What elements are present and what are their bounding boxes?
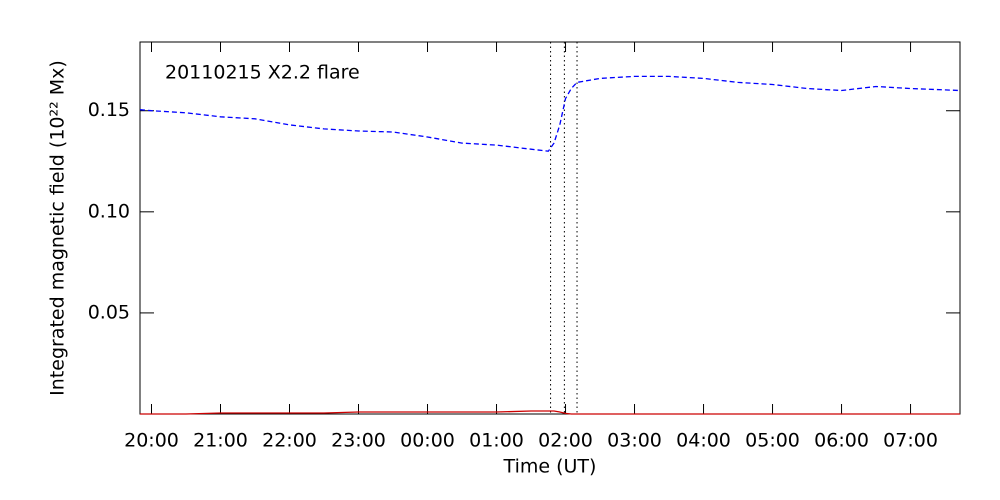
x-tick-label: 20:00 [124, 430, 179, 452]
x-tick-label: 01:00 [469, 430, 524, 452]
x-tick-label: 23:00 [331, 430, 386, 452]
y-tick-label: 0.05 [88, 301, 130, 323]
y-tick-label: 0.15 [88, 99, 130, 121]
x-tick-label: 03:00 [607, 430, 662, 452]
x-tick-label: 05:00 [745, 430, 800, 452]
y-axis-label: Integrated magnetic field (10²² Mx) [47, 60, 69, 396]
plot-frame [139, 41, 961, 415]
x-tick-label: 04:00 [676, 430, 731, 452]
x-tick-label: 00:00 [400, 430, 455, 452]
x-axis-label: Time (UT) [503, 456, 597, 478]
x-tick-label: 07:00 [883, 430, 938, 452]
y-tick-label: 0.10 [88, 200, 130, 222]
x-tick-label: 02:00 [538, 430, 593, 452]
x-tick-label: 22:00 [262, 430, 317, 452]
x-tick-label: 06:00 [814, 430, 869, 452]
annotation: 20110215 X2.2 flare [165, 62, 360, 84]
series-line [140, 410, 960, 415]
series-line [139, 75, 961, 152]
x-tick-label: 21:00 [193, 430, 248, 452]
